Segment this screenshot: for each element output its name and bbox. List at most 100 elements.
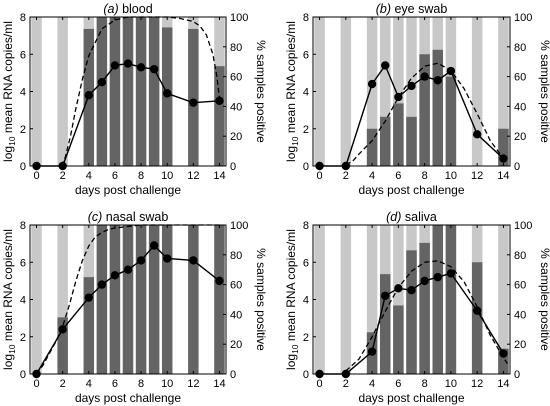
y-tick-label-right: 80 [514,250,526,262]
y-tick-label-left: 2 [303,124,309,136]
y-tick-label-right: 20 [514,131,526,143]
mean-point [215,276,224,286]
y-tick-label-right: 60 [514,280,526,292]
y-axis-label-right: % samples positive [254,40,268,143]
mean-point [433,76,442,85]
mean-point [446,66,456,76]
mean-point [84,293,94,302]
bar-positive [122,17,134,166]
x-tick-label: 4 [86,378,92,390]
mean-point [97,280,107,289]
y-tick-label-left: 6 [303,257,309,269]
y-tick-label-left: 4 [20,295,26,307]
bar-total [57,225,68,374]
mean-point [189,98,198,107]
y-tick-label-right: 100 [230,12,248,24]
bar-total [340,225,352,374]
bar-positive [96,225,108,374]
fit-curve [345,62,508,166]
x-tick-label: 8 [422,378,428,390]
y-tick-label-left: 4 [303,87,309,99]
y-tick-label-right: 0 [230,161,236,173]
x-tick-label: 0 [33,378,39,390]
y-tick-label-right: 40 [514,309,526,321]
x-tick-label: 6 [395,170,401,182]
y-tick-label-left: 6 [20,257,26,269]
y-tick-label-right: 100 [230,220,248,232]
mean-point [499,154,508,163]
bar-positive [393,305,404,374]
x-tick-label: 14 [497,378,509,390]
y-tick-label-right: 80 [230,250,242,262]
y-axis-label-left: log10 mean RNA copies/ml [1,229,17,370]
bar-positive [445,76,457,166]
x-tick-label: 14 [213,170,225,182]
x-tick-label: 12 [187,170,199,182]
mean-point [446,269,456,278]
y-tick-label-right: 20 [230,131,242,143]
y-tick-label-left: 8 [303,220,309,232]
mean-point [149,64,159,74]
bar-positive [498,348,509,374]
mean-point [420,72,429,81]
y-tick-label-left: 0 [303,161,309,173]
bar-positive [214,66,225,166]
bar-total [471,17,483,166]
panel-name: saliva [405,210,437,224]
bar-positive [419,54,430,166]
x-tick-label: 2 [60,170,66,182]
bar-total [31,225,42,374]
x-tick-label: 4 [369,378,375,390]
bar-total [340,17,352,166]
y-tick-label-right: 20 [514,339,526,351]
bar-positive [498,128,509,166]
bar-positive [379,116,391,166]
x-axis-label: days post challenge [75,391,181,405]
bar-total [406,17,417,166]
bar-positive [432,225,444,374]
x-tick-label: 10 [161,378,173,390]
fit-curve [345,260,508,372]
bar-positive [445,225,457,374]
bar-positive [57,317,68,374]
bar-positive [135,225,147,374]
y-tick-label-left: 2 [20,332,26,344]
x-tick-label: 8 [138,170,144,182]
x-tick-label: 8 [138,378,144,390]
panel-label: (a) [103,2,122,16]
y-tick-label-right: 40 [230,101,242,113]
x-tick-label: 14 [213,378,225,390]
y-tick-label-right: 60 [230,72,242,84]
y-axis-label-left: log10 mean RNA copies/ml [284,21,300,162]
y-tick-label-right: 40 [230,309,242,321]
y-tick-label-right: 80 [514,42,526,54]
mean-point [433,272,442,282]
x-tick-label: 10 [161,170,173,182]
mean-point [149,241,159,250]
bar-positive [161,225,173,374]
y-tick-label-right: 20 [230,339,242,351]
x-tick-label: 0 [317,378,323,390]
y-tick-label-left: 4 [303,295,309,307]
y-tick-label-left: 0 [20,161,26,173]
bar-total [31,17,42,166]
mean-point [136,63,146,72]
y-tick-label-left: 8 [20,12,26,24]
panel-label: (c) [88,210,106,224]
bar-positive [366,128,378,166]
y-tick-label-left: 8 [20,220,26,232]
bar-positive [379,274,391,374]
bar-total [393,17,404,166]
x-tick-label: 12 [187,378,199,390]
y-axis-label-left: log10 mean RNA copies/ml [1,21,17,162]
mean-point [472,306,482,315]
y-tick-label-left: 0 [303,369,309,381]
panel-title: (b) eye swab [376,2,448,16]
mean-point [215,96,224,106]
mean-point [163,89,172,98]
x-tick-label: 10 [445,170,457,182]
panel-label: (b) [376,2,395,16]
